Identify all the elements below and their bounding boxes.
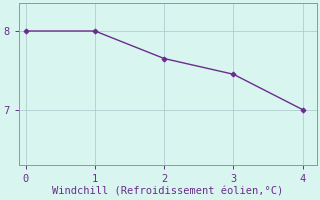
X-axis label: Windchill (Refroidissement éolien,°C): Windchill (Refroidissement éolien,°C) bbox=[52, 187, 283, 197]
